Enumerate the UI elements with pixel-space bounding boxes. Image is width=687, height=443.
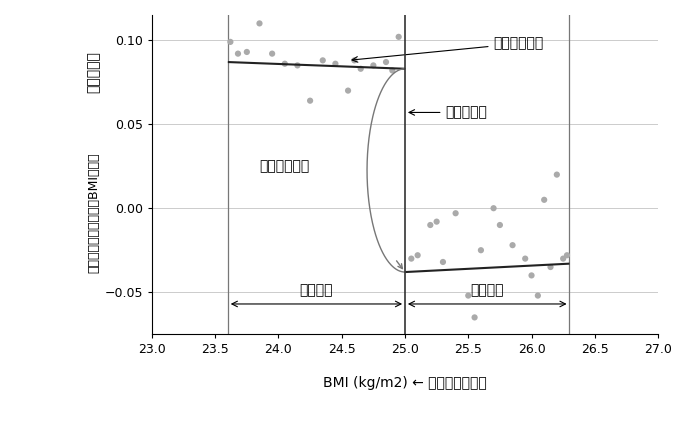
Point: [304, 97, 315, 104]
Text: バンド幅: バンド幅: [471, 283, 504, 297]
Point: [406, 255, 417, 262]
Point: [475, 247, 486, 254]
Point: [232, 50, 243, 57]
Point: [425, 222, 436, 229]
Point: [552, 171, 563, 178]
Point: [412, 252, 423, 259]
Point: [292, 62, 303, 69]
Point: [539, 196, 550, 203]
Point: [368, 62, 379, 69]
Point: [438, 258, 449, 265]
Point: [267, 50, 278, 57]
Point: [349, 57, 360, 64]
Point: [343, 87, 354, 94]
Point: [431, 218, 442, 225]
Point: [545, 264, 556, 271]
Point: [241, 48, 252, 55]
Point: [393, 33, 404, 40]
Point: [519, 255, 530, 262]
Point: [317, 57, 328, 64]
Point: [280, 60, 291, 67]
Text: BMI (kg/m2) ← ランニング変数: BMI (kg/m2) ← ランニング変数: [323, 376, 487, 390]
Point: [532, 292, 543, 299]
Text: 局所線形回帰: 局所線形回帰: [352, 37, 544, 62]
Text: アウトカム: アウトカム: [87, 51, 101, 93]
Point: [330, 60, 341, 67]
Point: [254, 20, 265, 27]
Point: [463, 292, 474, 299]
Text: 翔年度の健診時までのBMIの変化: 翔年度の健診時までのBMIの変化: [87, 153, 100, 273]
Point: [225, 39, 236, 46]
Point: [561, 252, 572, 259]
Point: [488, 205, 499, 212]
Point: [387, 67, 398, 74]
Point: [469, 314, 480, 321]
Point: [526, 272, 537, 279]
Point: [355, 65, 366, 72]
Text: 効果の推定値: 効果の推定値: [260, 159, 310, 173]
Point: [381, 58, 392, 66]
Point: [507, 241, 518, 249]
Point: [450, 210, 461, 217]
Text: カットオフ: カットオフ: [409, 105, 487, 120]
Point: [495, 222, 506, 229]
Text: バンド幅: バンド幅: [300, 283, 333, 297]
Point: [558, 255, 569, 262]
